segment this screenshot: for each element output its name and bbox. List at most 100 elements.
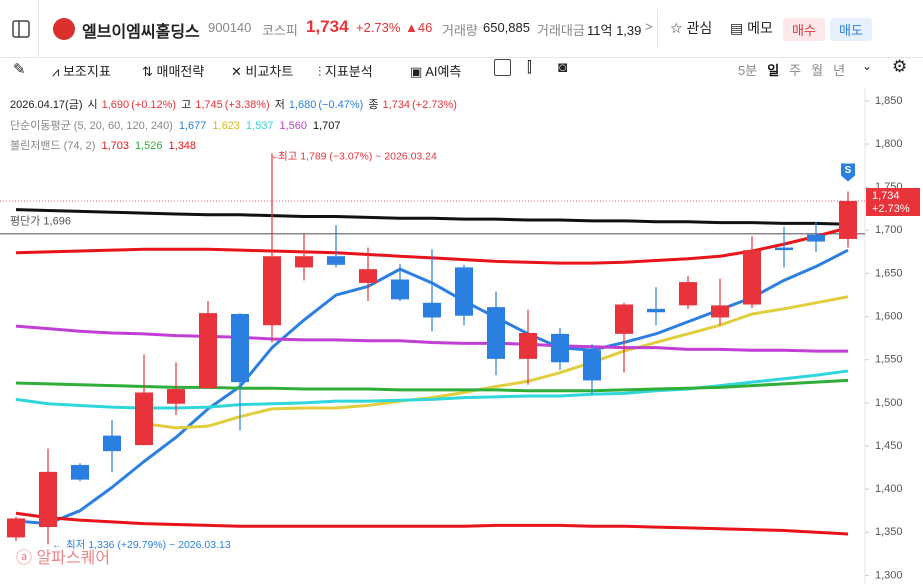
legend-value: 1,703: [101, 140, 129, 152]
volume: 650,885: [483, 20, 530, 35]
price: 1,734: [306, 17, 349, 36]
avg-label: 평단가 1,696: [10, 215, 71, 228]
candle-body: [7, 518, 25, 538]
dropdown[interactable]: ⌄: [862, 59, 873, 73]
arrow: ←: [271, 151, 281, 162]
settings[interactable]: ⚙: [892, 57, 908, 76]
label: 비교차트: [245, 64, 294, 79]
y-tick-label: 1,500: [875, 397, 903, 409]
period-tab[interactable]: 년: [833, 63, 846, 78]
memo-button[interactable]: ▤ 메모: [730, 20, 773, 36]
indicators-button[interactable]: ⩘ 보조지표: [52, 64, 111, 79]
info-label: 시: [87, 99, 98, 111]
candle-body: [775, 247, 793, 251]
candle-body: [327, 256, 345, 265]
amount-label: 거래대금: [537, 23, 585, 38]
candle-body: [39, 471, 57, 528]
ai-button[interactable]: ▣ AI예측: [410, 64, 462, 79]
draw-tool[interactable]: ✎: [13, 61, 26, 78]
price-tag-value: 1,734: [872, 190, 900, 202]
watch-label: 관심: [686, 20, 713, 36]
memo-label: 메모: [747, 20, 773, 36]
info-label: 종: [368, 99, 379, 111]
label: 보조지표: [62, 64, 111, 79]
change: ▲46: [405, 20, 433, 35]
candle-body: [487, 307, 505, 359]
compare-button[interactable]: ✕ 비교차트: [231, 64, 294, 79]
amount: 11억 1,39: [587, 23, 641, 38]
ohlc-info: 2026.04.17(금) 시 1,690 (+0.12%) 고 1,745 (+3.38%…: [10, 96, 457, 112]
info-label: 저: [274, 99, 285, 111]
logo: [53, 18, 75, 40]
bb-legend: 볼린저밴드 (74, 2) 1,703 1,526 1,348: [10, 137, 196, 153]
candle-body: [295, 256, 313, 268]
low-note: 최저 1,336 (+29.79%) ~ 2026.03.13: [66, 539, 231, 551]
high-note: 최고 1,789 (−3.07%) ~ 2026.03.24: [278, 150, 437, 162]
info-label: 고: [181, 99, 192, 111]
ohlc-items: 시 1,690 (+0.12%) 고 1,745 (+3.38%) 저 1,680 (−0.47…: [83, 99, 457, 111]
box-tool[interactable]: [494, 59, 511, 76]
info-change: (+3.38%): [224, 99, 270, 111]
candle-body: [135, 392, 153, 446]
watch-button[interactable]: ☆ 관심: [670, 20, 713, 36]
legend-value: 1,526: [134, 140, 163, 152]
indicator-line: [143, 295, 849, 430]
candle-body: [647, 308, 665, 313]
y-tick-label: 1,700: [875, 224, 903, 236]
buy-button[interactable]: 매수: [783, 18, 825, 41]
toolbar: ✎ ⩘ 보조지표 ⇅ 매매전략 ✕ 비교차트 ⫶ 지표분석 ▣ AI예측 ⫿ ◙…: [0, 57, 923, 87]
period-tab[interactable]: 월: [811, 63, 824, 78]
y-tick-label: 1,550: [875, 354, 903, 366]
candle-body: [519, 332, 537, 359]
label: 매매전략: [156, 64, 205, 79]
indicator-line: [15, 208, 849, 226]
legend-value: 1,677: [178, 120, 207, 132]
capture-tool[interactable]: ◙: [558, 59, 568, 76]
price-tag-change: +2.73%: [872, 203, 910, 215]
volume-label: 거래량: [442, 23, 478, 38]
y-tick-label: 1,850: [875, 95, 903, 107]
indicator-line: [15, 378, 849, 393]
y-tick-label: 1,600: [875, 310, 903, 322]
candle-tool[interactable]: ⫿: [527, 59, 532, 76]
y-tick-label: 1,350: [875, 526, 903, 538]
candle-body: [199, 313, 217, 389]
info-value: 1,690: [101, 99, 130, 111]
label: 지표분석: [324, 64, 373, 79]
analysis-button[interactable]: ⫶ 지표분석: [318, 64, 373, 79]
info-change: (−0.47%): [318, 99, 364, 111]
arrow: ←: [52, 540, 62, 551]
candle-body: [263, 256, 281, 326]
candle-body: [391, 279, 409, 300]
y-tick-label: 1,300: [875, 569, 903, 581]
stock-name: 엘브이엠씨홀딩스: [82, 24, 200, 41]
sell-button[interactable]: 매도: [830, 18, 872, 41]
candle-body: [743, 250, 761, 305]
watermark-text: 알파스퀘어: [36, 550, 111, 567]
candle-body: [359, 269, 377, 283]
candle-body: [71, 464, 89, 480]
sidebar-toggle[interactable]: [12, 20, 30, 38]
watermark: ⓐ 알파스퀘어: [16, 550, 111, 567]
legend-value: 1,623: [212, 120, 240, 132]
candle-body: [167, 389, 185, 404]
strategy-button[interactable]: ⇅ 매매전략: [142, 64, 205, 79]
period-tab[interactable]: 5분: [738, 63, 758, 78]
header: 엘브이엠씨홀딩스 900140 코스피 1,734 +2.73% ▲46 거래량…: [0, 0, 923, 58]
candle-body: [679, 282, 697, 306]
y-tick-label: 1,800: [875, 138, 903, 150]
ma-label: 단순이동평균 (5, 20, 60, 120, 240): [10, 120, 173, 132]
date: 2026.04.17(금): [10, 99, 83, 111]
period-tab[interactable]: 일: [767, 63, 780, 78]
legend-value: 1,707: [312, 120, 341, 132]
more[interactable]: >: [645, 19, 653, 34]
bb-label: 볼린저밴드 (74, 2): [10, 140, 96, 152]
period-tab[interactable]: 주: [789, 63, 802, 78]
signal-pin: [841, 163, 855, 182]
candle-body: [839, 201, 857, 239]
ma-legend: 단순이동평균 (5, 20, 60, 120, 240) 1,677 1,623 1,…: [10, 117, 341, 133]
info-value: 1,734: [382, 99, 410, 111]
y-tick-label: 1,400: [875, 483, 903, 495]
